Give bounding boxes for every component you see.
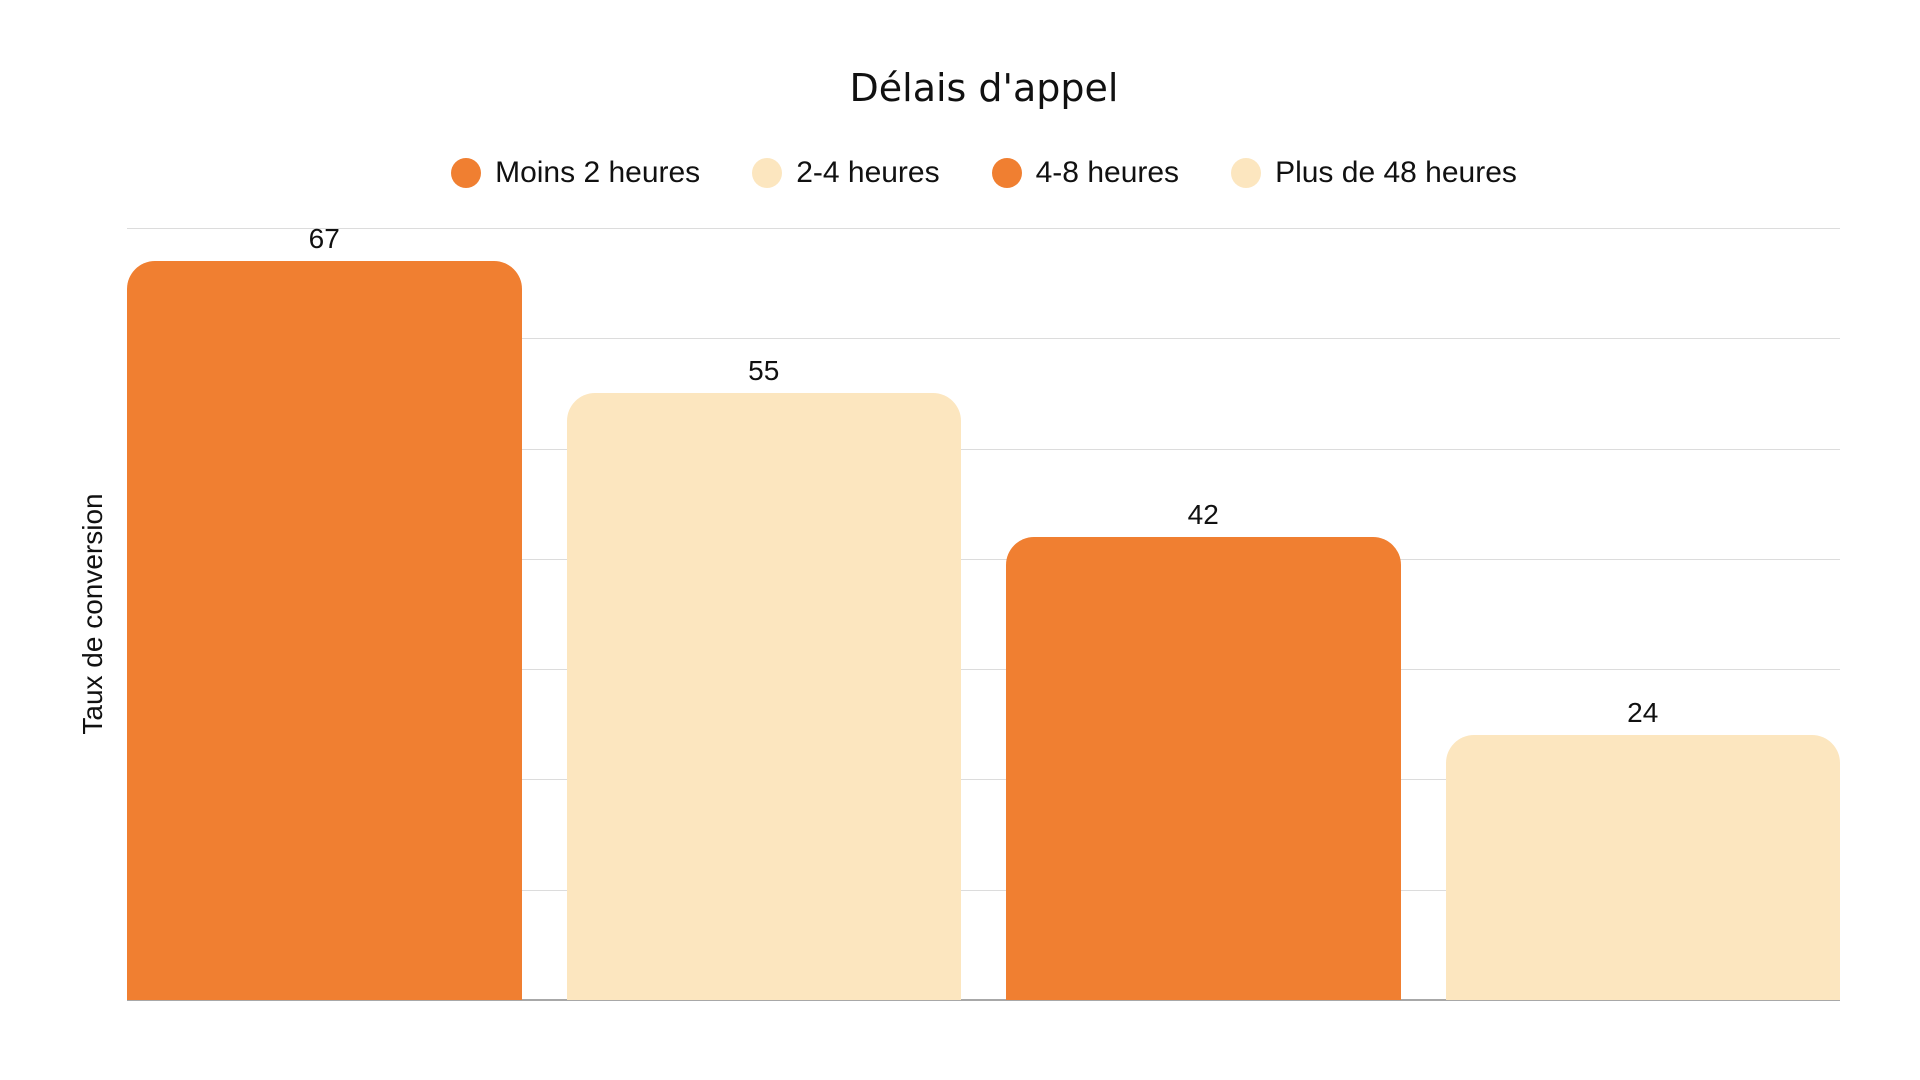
legend-label: Plus de 48 heures: [1275, 156, 1517, 189]
legend-swatch-circle-icon: [451, 158, 482, 188]
bar-moins-2-heures: [127, 261, 522, 1000]
gridline: [127, 448, 1840, 450]
gridline: [127, 889, 1840, 891]
legend: Moins 2 heures 2-4 heures 4-8 heures Plu…: [0, 156, 1920, 190]
gridline: [127, 669, 1840, 671]
gridline: [127, 338, 1840, 340]
bar-2-4-heures: [566, 393, 961, 1000]
y-axis-label: Taux de conversion: [77, 493, 108, 735]
gridline: [127, 558, 1840, 560]
gridline: [127, 228, 1840, 229]
bar-value-label: 42: [1187, 498, 1219, 530]
legend-label: 4-8 heures: [1035, 156, 1180, 189]
chart-title: Délais d'appel: [849, 66, 1119, 110]
legend-item-2-4-heures: 2-4 heures: [752, 156, 940, 190]
x-axis-baseline: [127, 999, 1840, 1001]
legend-item-plus-de-48-heures: Plus de 48 heures: [1231, 156, 1517, 190]
bar-value-label: 55: [748, 355, 780, 387]
legend-item-moins-2-heures: Moins 2 heures: [451, 156, 700, 190]
legend-swatch-circle-icon: [991, 158, 1022, 188]
gridline: [127, 779, 1840, 781]
bar-plus-de-48-heures: [1445, 735, 1840, 1000]
legend-label: 2-4 heures: [796, 156, 940, 189]
plot-area: 67 55 42 24: [127, 223, 1840, 1001]
bar-4-8-heures: [1006, 536, 1401, 1000]
legend-item-4-8-heures: 4-8 heures: [991, 156, 1180, 190]
bar-value-label: 67: [308, 223, 340, 255]
legend-label: Moins 2 heures: [495, 156, 701, 189]
legend-swatch-circle-icon: [752, 158, 783, 188]
legend-swatch-circle-icon: [1231, 158, 1262, 188]
bar-value-label: 24: [1627, 697, 1659, 729]
